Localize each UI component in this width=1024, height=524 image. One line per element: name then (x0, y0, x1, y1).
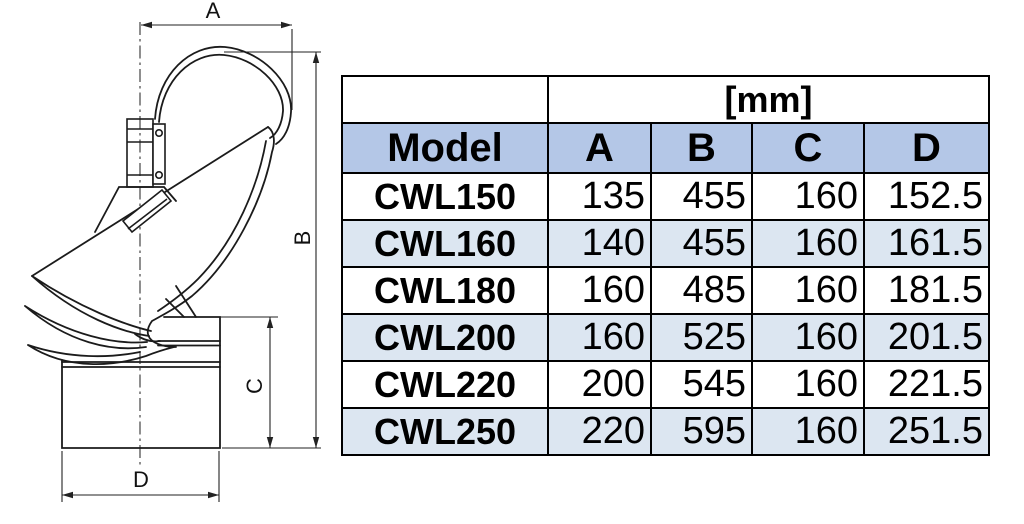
value-d: 161.5 (863, 219, 990, 268)
value-a: 200 (547, 360, 652, 409)
value-b: 455 (650, 219, 753, 268)
dim-label-d: D (133, 467, 149, 492)
struts (165, 285, 197, 318)
cowl-technical-drawing: A B C D (24, 0, 321, 502)
hood-outer (154, 46, 292, 145)
table-row-cwl220: CWL220 200 545 160 221.5 (341, 360, 990, 409)
value-b: 455 (650, 172, 753, 221)
value-c: 160 (751, 407, 865, 456)
vane-1 (31, 275, 152, 337)
column-header-b: B (650, 122, 753, 174)
value-b: 595 (650, 407, 753, 456)
unit-header-cell: [mm] (547, 75, 990, 124)
value-c: 160 (751, 266, 865, 315)
bolt-hole-top (155, 129, 164, 138)
value-d: 221.5 (863, 360, 990, 409)
column-header-d: D (863, 122, 990, 174)
dim-label-b: B (290, 231, 315, 246)
value-d: 181.5 (863, 266, 990, 315)
model-cell: CWL220 (341, 360, 549, 409)
blade-outer-edge (146, 126, 275, 348)
column-header-row: Model A B C D (341, 122, 990, 174)
bolt-hole-bottom (155, 171, 164, 180)
table-row-cwl150: CWL150 135 455 160 152.5 (341, 172, 990, 221)
dimension-b (222, 51, 321, 449)
value-d: 251.5 (863, 407, 990, 456)
unit-header-row: [mm] (341, 75, 990, 124)
dimension-c (220, 316, 278, 448)
table-corner-spacer (341, 75, 549, 124)
model-cell: CWL160 (341, 219, 549, 268)
model-cell: CWL200 (341, 313, 549, 362)
blade-inner-edge (157, 140, 267, 312)
value-b: 525 (650, 313, 753, 362)
table-row-cwl180: CWL180 160 485 160 181.5 (341, 266, 990, 315)
dim-label-a: A (206, 0, 221, 23)
value-a: 135 (547, 172, 652, 221)
value-a: 160 (547, 313, 652, 362)
model-cell: CWL180 (341, 266, 549, 315)
dim-label-c: C (242, 378, 267, 394)
value-b: 545 (650, 360, 753, 409)
base-flange-upper (157, 340, 221, 347)
hub (126, 118, 166, 188)
dimension-a (141, 21, 293, 110)
value-a: 140 (547, 219, 652, 268)
hood-inner (158, 54, 284, 139)
mounting-arm (121, 188, 173, 234)
value-d: 201.5 (863, 313, 990, 362)
model-cell: CWL250 (341, 407, 549, 456)
column-header-a: A (547, 122, 652, 174)
dimension-d (61, 451, 220, 502)
dimensions-table: [mm] Model A B C D CWL150 135 455 160 15… (341, 75, 990, 456)
base-flange-lower (61, 361, 221, 368)
base-body (61, 316, 221, 449)
value-c: 160 (751, 313, 865, 362)
value-c: 160 (751, 172, 865, 221)
table-row-cwl250: CWL250 220 595 160 251.5 (341, 407, 990, 456)
table-row-cwl160: CWL160 140 455 160 161.5 (341, 219, 990, 268)
vane-3 (27, 344, 175, 365)
value-c: 160 (751, 219, 865, 268)
value-a: 160 (547, 266, 652, 315)
column-header-c: C (751, 122, 865, 174)
value-a: 220 (547, 407, 652, 456)
table-row-cwl200: CWL200 160 525 160 201.5 (341, 313, 990, 362)
vane-2 (24, 305, 148, 350)
value-b: 485 (650, 266, 753, 315)
value-c: 160 (751, 360, 865, 409)
value-d: 152.5 (863, 172, 990, 221)
model-header-cell: Model (341, 122, 549, 174)
model-cell: CWL150 (341, 172, 549, 221)
